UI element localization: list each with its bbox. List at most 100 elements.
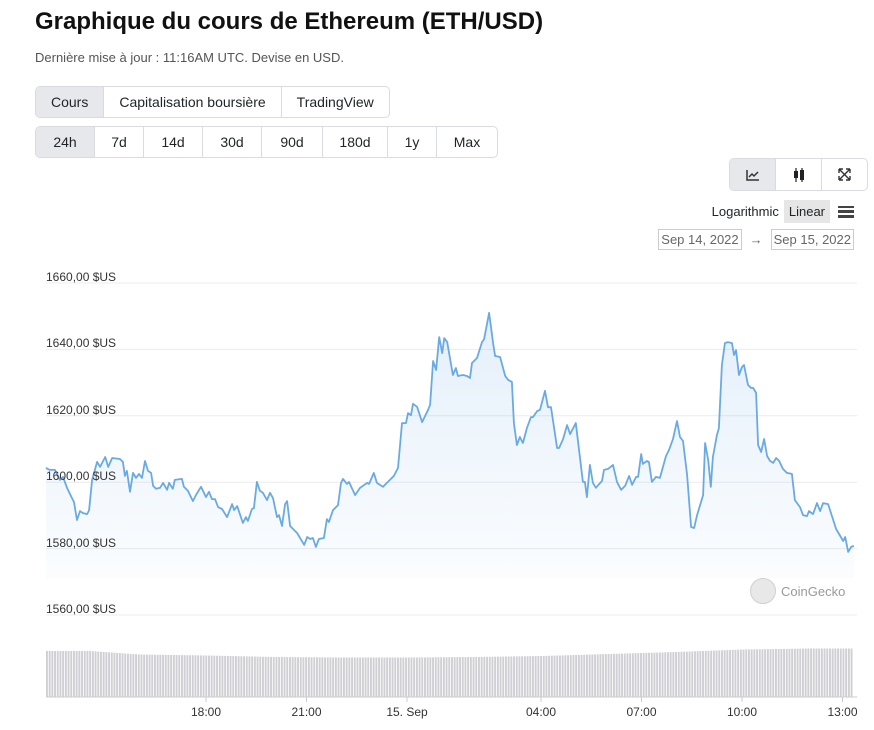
volume-bar	[599, 654, 602, 697]
volume-bar	[262, 656, 264, 697]
y-tick-label: 1620,00 $US	[46, 402, 117, 417]
volume-bar	[48, 651, 51, 697]
volume-bar	[121, 653, 124, 697]
volume-bar	[556, 655, 559, 697]
volume-bar	[294, 657, 297, 697]
fullscreen-button[interactable]	[822, 159, 867, 190]
arrow-right-icon: →	[749, 232, 763, 247]
volume-bar	[154, 654, 156, 697]
tab-market-cap[interactable]: Capitalisation boursière	[104, 87, 282, 117]
volume-bar	[129, 653, 132, 697]
linear-scale-button[interactable]: Linear	[783, 200, 830, 223]
x-tick-label: 04:00	[525, 705, 557, 719]
line-chart-button[interactable]	[730, 159, 776, 190]
volume-bar	[426, 657, 429, 697]
volume-bar	[402, 657, 405, 697]
volume-bar	[62, 651, 65, 697]
range-180d-button[interactable]: 180d	[323, 127, 388, 157]
date-to-input[interactable]: Sep 15, 2022	[770, 229, 854, 250]
volume-bar	[731, 649, 734, 697]
volume-bar	[194, 655, 197, 697]
volume-bar	[264, 656, 267, 697]
volume-bar	[559, 655, 561, 697]
volume-bar	[610, 653, 613, 697]
volume-bar	[588, 654, 591, 697]
volume-bar	[534, 656, 537, 697]
logarithmic-scale-button[interactable]: Logarithmic	[711, 204, 779, 219]
volume-bar	[658, 652, 661, 697]
volume-bar	[764, 649, 767, 697]
volume-bar	[364, 657, 367, 697]
volume-bar	[621, 653, 623, 697]
range-24h-button[interactable]: 24h	[36, 127, 95, 157]
menu-icon[interactable]	[838, 205, 854, 218]
volume-bar	[386, 657, 389, 697]
volume-bar	[316, 657, 318, 697]
volume-bar	[189, 655, 191, 697]
volume-bar	[591, 654, 594, 697]
volume-bar	[769, 649, 772, 697]
volume-bar	[626, 653, 629, 697]
volume-bar	[496, 656, 499, 697]
tab-tradingview[interactable]: TradingView	[296, 94, 374, 110]
volume-bar	[712, 650, 715, 697]
volume-bar	[102, 651, 105, 697]
volume-bar	[642, 652, 645, 697]
volume-bar	[199, 655, 202, 697]
volume-bar	[413, 657, 416, 697]
date-from-input[interactable]: Sep 14, 2022	[658, 229, 742, 250]
range-7d-button[interactable]: 7d	[95, 127, 144, 157]
volume-bar	[526, 656, 529, 697]
volume-bar	[240, 656, 243, 697]
range-1y-button[interactable]: 1y	[388, 127, 437, 157]
volume-bar	[729, 649, 731, 697]
volume-bar	[472, 657, 475, 697]
volume-bar	[823, 648, 826, 697]
volume-bar	[361, 657, 364, 697]
candlestick-chart-button[interactable]	[776, 159, 822, 190]
volume-bar	[604, 654, 607, 697]
range-14d-button[interactable]: 14d	[144, 127, 203, 157]
coingecko-watermark: CoinGecko	[750, 578, 845, 604]
volume-bar	[286, 657, 289, 697]
volume-bar	[445, 657, 448, 697]
volume-bar	[253, 656, 256, 697]
volume-bar	[229, 656, 232, 697]
volume-bar	[380, 657, 383, 697]
volume-bar	[170, 654, 173, 697]
volume-bar	[691, 651, 694, 697]
volume-bar	[707, 650, 710, 697]
line-chart-icon	[745, 169, 759, 181]
volume-bar	[340, 657, 343, 697]
volume-bar	[521, 656, 524, 697]
volume-bar	[226, 655, 229, 697]
volume-bar	[164, 654, 167, 697]
volume-bar	[391, 657, 394, 697]
x-tick-label: 18:00	[190, 705, 222, 719]
y-tick-label: 1560,00 $US	[46, 602, 117, 616]
volume-bar	[623, 653, 626, 697]
volume-bar	[283, 657, 286, 697]
volume-bar	[291, 657, 294, 697]
volume-bar	[464, 657, 467, 697]
volume-bar	[739, 649, 742, 697]
volume-bar	[448, 657, 451, 697]
volume-bar	[148, 654, 151, 697]
volume-bar	[572, 655, 575, 697]
range-90d-button[interactable]: 90d	[262, 127, 323, 157]
volume-bar	[73, 651, 75, 697]
volume-bar	[820, 648, 823, 697]
range-max-button[interactable]: Max	[453, 134, 481, 150]
volume-bar	[661, 652, 664, 697]
chart-type-selector	[729, 158, 868, 191]
volume-bar	[367, 657, 370, 697]
tab-price[interactable]: Cours	[36, 87, 105, 117]
volume-bar	[108, 652, 110, 697]
volume-bar	[564, 655, 567, 697]
range-30d-button[interactable]: 30d	[203, 127, 262, 157]
volume-bar	[834, 648, 837, 697]
volume-bar	[618, 653, 621, 697]
volume-bar	[394, 657, 397, 697]
volume-bar	[615, 653, 618, 697]
volume-bar	[278, 657, 281, 697]
